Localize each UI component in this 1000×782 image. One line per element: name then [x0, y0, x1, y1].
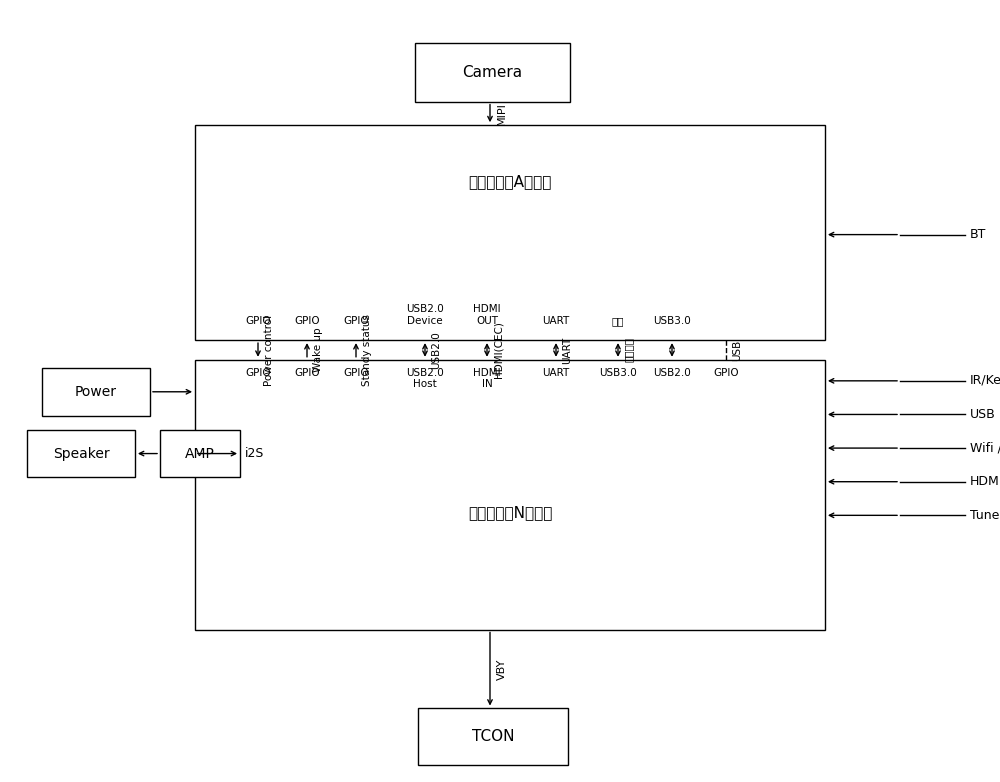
Bar — [418, 708, 568, 765]
Text: Tuner: Tuner — [970, 509, 1000, 522]
Text: 网口: 网口 — [612, 316, 624, 326]
Text: Wifi /BT: Wifi /BT — [970, 442, 1000, 454]
Text: 千兆网口: 千兆网口 — [624, 338, 634, 362]
Text: GPIO: GPIO — [294, 368, 320, 378]
Text: Wake up: Wake up — [313, 328, 323, 372]
Text: GPIO: GPIO — [245, 368, 271, 378]
Text: USB3.0: USB3.0 — [653, 316, 691, 326]
Text: BT: BT — [970, 228, 986, 241]
Text: GPIO: GPIO — [245, 316, 271, 326]
Text: GPIO: GPIO — [294, 316, 320, 326]
Text: Speaker: Speaker — [53, 447, 109, 461]
Text: TCON: TCON — [472, 729, 514, 744]
Text: USB2.0
Host: USB2.0 Host — [406, 368, 444, 389]
Text: USB2.0: USB2.0 — [431, 331, 441, 369]
Bar — [195, 125, 825, 340]
Text: Standy status: Standy status — [362, 314, 372, 386]
Text: 第二芯片（N芯片）: 第二芯片（N芯片） — [468, 504, 552, 520]
Text: UART: UART — [542, 316, 570, 326]
Text: GPIO: GPIO — [343, 368, 369, 378]
Text: HDMI
OUT: HDMI OUT — [473, 304, 501, 326]
Text: MIPI: MIPI — [497, 102, 507, 125]
Text: VBY: VBY — [497, 658, 507, 680]
Text: HDMI
IN: HDMI IN — [473, 368, 501, 389]
Text: i2S: i2S — [245, 447, 264, 460]
Text: USB: USB — [732, 339, 742, 361]
Text: IR/Key: IR/Key — [970, 375, 1000, 387]
Text: USB: USB — [970, 408, 996, 421]
Text: USB2.0
Device: USB2.0 Device — [406, 304, 444, 326]
Text: UART: UART — [562, 336, 572, 364]
Bar — [195, 360, 825, 630]
Text: HDMI(CEC): HDMI(CEC) — [493, 321, 503, 378]
Text: 第一芯片（A芯片）: 第一芯片（A芯片） — [468, 174, 552, 189]
Text: USB2.0: USB2.0 — [653, 368, 691, 378]
Bar — [160, 430, 240, 477]
Text: Power control: Power control — [264, 314, 274, 386]
Text: AMP: AMP — [185, 447, 215, 461]
Text: GPIO: GPIO — [713, 368, 739, 378]
Text: UART: UART — [542, 368, 570, 378]
Bar — [27, 430, 135, 477]
Bar — [415, 43, 570, 102]
Text: USB3.0: USB3.0 — [599, 368, 637, 378]
Text: HDMI2.0: HDMI2.0 — [970, 475, 1000, 488]
Bar — [42, 368, 150, 416]
Text: GPIO: GPIO — [343, 316, 369, 326]
Text: Power: Power — [75, 385, 117, 399]
Text: Camera: Camera — [462, 65, 523, 80]
